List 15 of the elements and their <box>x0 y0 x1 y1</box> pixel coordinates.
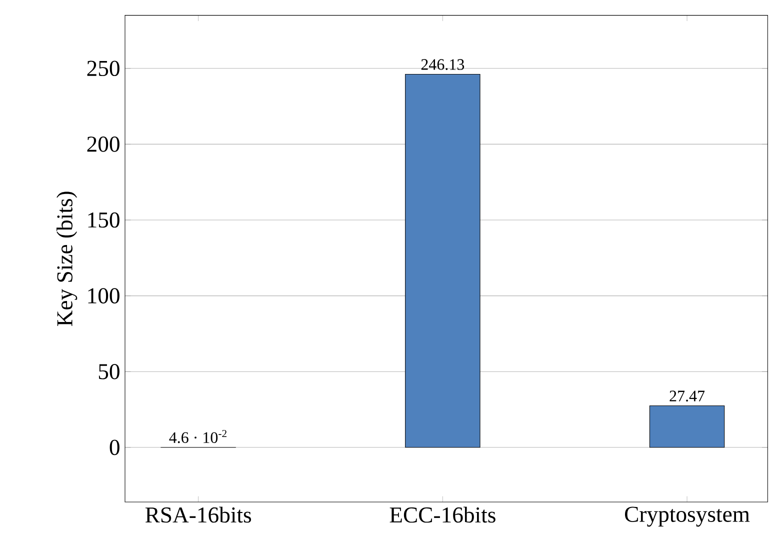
data-label: 4.6 · 10$^{-2}$ <box>169 430 226 444</box>
y-tick-label: 250 <box>87 60 120 76</box>
x-tick-label: ECC-16bits <box>390 506 496 523</box>
y-tick-label: 200 <box>87 136 120 152</box>
y-axis-title: Key Size (bits) <box>56 192 78 326</box>
data-label: 27.47 <box>670 390 705 402</box>
data-label: 246.13 <box>421 59 464 70</box>
x-tick-label: RSA-16bits <box>145 506 252 523</box>
bar <box>649 406 725 448</box>
y-tick-label: 100 <box>88 288 120 304</box>
y-tick-label: 50 <box>98 364 120 380</box>
x-tick-label: Cryptosystem <box>624 506 750 527</box>
bar <box>405 74 480 448</box>
y-tick-label: 0 <box>110 440 120 456</box>
y-tick-label: 150 <box>88 212 120 228</box>
